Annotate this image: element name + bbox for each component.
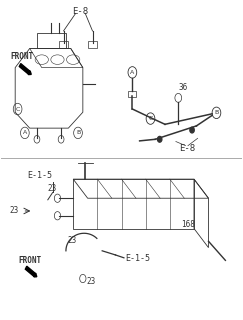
- Text: E-8: E-8: [72, 7, 88, 16]
- Text: 23: 23: [9, 206, 18, 215]
- Text: 23: 23: [87, 277, 96, 286]
- Text: A: A: [23, 131, 27, 135]
- FancyArrow shape: [25, 266, 37, 277]
- Circle shape: [157, 136, 162, 142]
- Text: 36: 36: [179, 83, 188, 92]
- Text: E-1-5: E-1-5: [125, 254, 150, 263]
- Text: E-1-5: E-1-5: [27, 171, 52, 180]
- Circle shape: [190, 127, 194, 133]
- Text: 23: 23: [48, 184, 57, 193]
- Text: C: C: [148, 116, 153, 121]
- Text: E-8: E-8: [179, 144, 195, 153]
- Text: 168: 168: [181, 220, 195, 229]
- Text: 23: 23: [67, 236, 76, 245]
- FancyArrow shape: [19, 64, 31, 75]
- Text: FRONT: FRONT: [19, 256, 42, 265]
- Text: A: A: [130, 70, 134, 75]
- Text: FRONT: FRONT: [10, 52, 34, 61]
- Text: C: C: [15, 107, 20, 112]
- Text: B: B: [214, 110, 218, 115]
- Text: B: B: [76, 131, 80, 135]
